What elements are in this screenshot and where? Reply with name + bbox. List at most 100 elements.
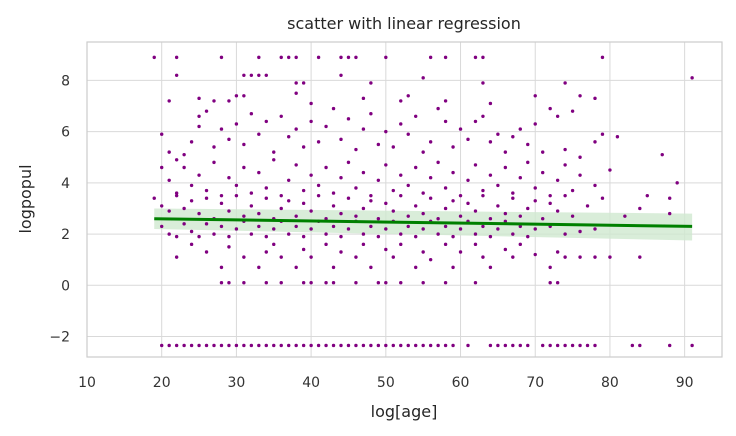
scatter-point: [331, 191, 336, 195]
scatter-point: [488, 101, 493, 106]
scatter-point: [399, 281, 403, 285]
scatter-point: [668, 196, 672, 200]
scatter-point: [399, 232, 403, 236]
scatter-point: [526, 343, 530, 348]
scatter-point: [160, 204, 164, 208]
scatter-point: [361, 343, 366, 348]
scatter-point: [242, 214, 246, 218]
scatter-point: [316, 343, 321, 348]
scatter-point: [272, 150, 276, 154]
scatter-point: [369, 343, 373, 348]
plot-area-frame: [86, 41, 723, 358]
scatter-point: [436, 232, 440, 236]
scatter-point: [204, 250, 209, 254]
scatter-point: [301, 145, 306, 149]
scatter-point: [249, 191, 254, 195]
scatter-point: [264, 343, 268, 348]
scatter-point: [391, 343, 395, 348]
regression-line-layer: [154, 217, 693, 228]
scatter-point: [167, 209, 171, 213]
x-tick-label: 80: [601, 375, 619, 391]
scatter-point: [324, 242, 328, 247]
scatter-point: [496, 183, 500, 188]
scatter-point: [160, 165, 164, 170]
scatter-point: [399, 99, 403, 103]
scatter-point: [526, 142, 530, 147]
scatter-point: [458, 214, 463, 218]
scatter-point: [443, 343, 448, 348]
scatter-point: [481, 224, 485, 229]
scatter-point: [570, 109, 575, 113]
x-tick-label: 20: [153, 375, 171, 391]
scatter-point: [593, 255, 597, 259]
scatter-point: [518, 224, 522, 229]
scatter-point: [264, 196, 268, 200]
scatter-point: [488, 140, 493, 144]
scatter-point: [384, 343, 388, 348]
scatter-point: [376, 343, 381, 348]
scatter-point: [414, 165, 418, 170]
scatter-point: [160, 343, 164, 348]
scatter-point: [324, 232, 328, 236]
scatter-point: [242, 73, 246, 77]
scatter-point: [279, 255, 283, 259]
scatter-point: [257, 170, 261, 175]
scatter-point: [675, 181, 679, 185]
scatter-point: [197, 234, 201, 239]
scatter-point: [182, 152, 186, 157]
scatter-point: [623, 214, 627, 218]
scatter-point: [443, 281, 448, 285]
scatter-point: [182, 206, 186, 211]
scatter-point: [533, 252, 537, 257]
scatter-point: [331, 281, 336, 285]
scatter-point: [227, 245, 231, 249]
scatter-point: [264, 186, 268, 190]
scatter-point: [511, 232, 515, 236]
scatter-point: [503, 150, 508, 154]
scatter-point: [294, 343, 298, 348]
scatter-point: [533, 122, 537, 126]
scatter-point: [473, 281, 478, 285]
scatter-point: [294, 265, 298, 270]
scatter-point: [361, 242, 366, 247]
scatter-point: [451, 170, 455, 175]
scatter-point: [503, 247, 508, 252]
scatter-point: [488, 173, 493, 177]
scatter-point: [384, 201, 388, 206]
x-tick-label: 70: [526, 375, 544, 391]
scatter-point: [361, 127, 366, 131]
scatter-point: [294, 163, 298, 167]
scatter-point: [555, 209, 560, 213]
scatter-point: [518, 214, 522, 218]
scatter-point: [384, 55, 388, 60]
scatter-point: [384, 163, 388, 167]
scatter-point: [249, 73, 254, 77]
scatter-point: [316, 183, 321, 188]
scatter-point: [242, 255, 246, 259]
scatter-point: [578, 229, 582, 234]
scatter-point: [436, 217, 440, 221]
scatter-point: [488, 234, 493, 239]
scatter-point: [346, 343, 351, 348]
scatter-point: [376, 217, 381, 221]
y-tick-label: 0: [61, 278, 70, 294]
scatter-point: [197, 343, 201, 348]
scatter-point: [354, 214, 358, 218]
scatter-point: [563, 147, 567, 152]
scatter-point: [324, 217, 328, 221]
scatter-point: [555, 114, 560, 118]
scatter-point: [436, 343, 440, 348]
scatter-point: [264, 281, 268, 285]
scatter-point: [645, 193, 649, 198]
scatter-point: [511, 196, 515, 200]
scatter-point: [294, 127, 298, 131]
scatter-point: [436, 106, 440, 111]
scatter-point: [473, 242, 478, 247]
scatter-point: [466, 201, 470, 206]
scatter-point: [593, 140, 597, 144]
scatter-point: [331, 204, 336, 208]
scatter-point: [249, 112, 254, 116]
scatter-point: [301, 247, 306, 252]
scatter-point: [257, 224, 261, 229]
scatter-point: [518, 242, 522, 247]
